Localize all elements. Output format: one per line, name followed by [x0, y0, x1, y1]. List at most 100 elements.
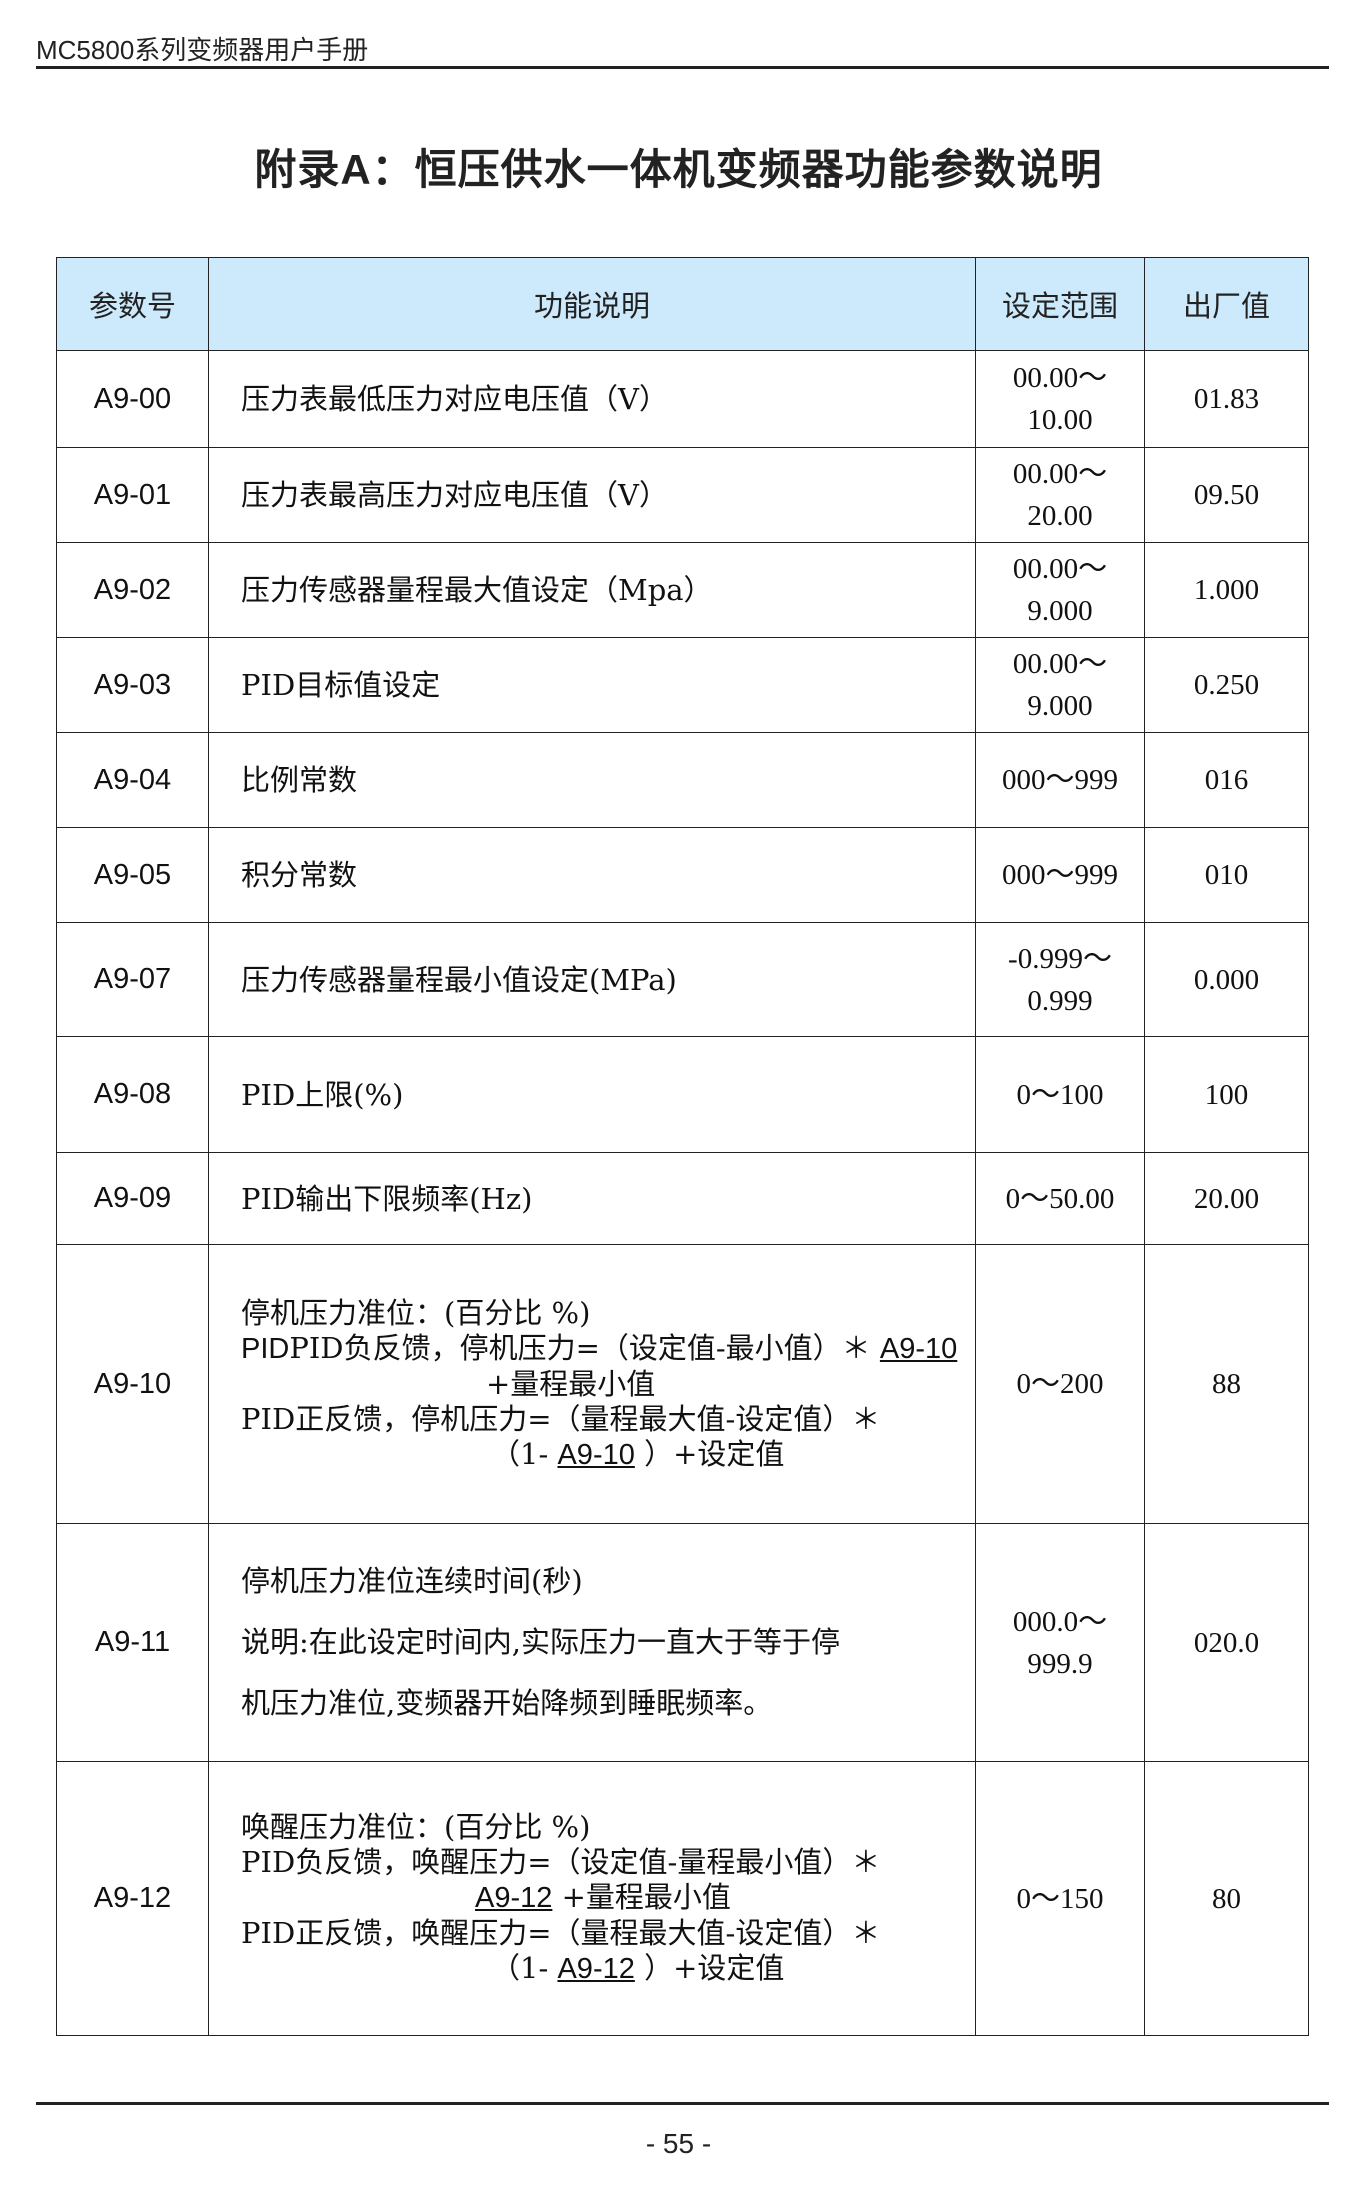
desc-line: 机压力准位,变频器开始降频到睡眠频率。 [241, 1686, 773, 1720]
param-reference: A9-12 [557, 1953, 635, 1985]
range-line: 999.9 [1027, 1647, 1093, 1680]
param-code: A9-02 [56, 542, 209, 638]
param-code: A9-04 [56, 732, 209, 828]
desc-line: PID输出下限频率(Hz) [241, 1181, 533, 1216]
param-reference: A9-12 [475, 1882, 553, 1914]
header-rule [36, 66, 1329, 69]
table-row: A9-04 比例常数 000～999 016 [56, 732, 1309, 828]
param-range: 00.00～ 20.00 [975, 447, 1145, 543]
param-range: 0～150 [975, 1761, 1145, 2036]
param-default: 80 [1144, 1761, 1309, 2036]
param-default: 010 [1144, 827, 1309, 923]
param-description: 压力表最高压力对应电压值（V） [208, 447, 976, 543]
range-line: 000～999 [1001, 764, 1118, 796]
table-row: A9-12 唤醒压力准位：(百分比 %) PID负反馈，唤醒压力=（设定值-量程… [56, 1761, 1309, 2036]
desc-line: 压力表最高压力对应电压值（V） [241, 478, 668, 512]
desc-line: 停机压力准位连续时间(秒) [241, 1564, 583, 1598]
desc-line: PID正反馈，唤醒压力=（量程最大值-设定值）＊ [241, 1916, 881, 1950]
param-code: A9-08 [56, 1036, 209, 1153]
range-line: 10.00 [1027, 404, 1093, 436]
range-line: 20.00 [1027, 500, 1093, 532]
desc-line: 压力表最低压力对应电压值（V） [241, 382, 668, 416]
range-line: 0～50.00 [1005, 1182, 1115, 1215]
param-code: A9-12 [56, 1761, 209, 2036]
range-line: 0～200 [1016, 1368, 1104, 1400]
param-description: 压力传感器量程最大值设定（Mpa） [208, 542, 976, 638]
param-code: A9-00 [56, 350, 209, 448]
param-description: 停机压力准位：(百分比 %) PIDPID负反馈，停机压力=（设定值-最小值）＊… [208, 1244, 976, 1524]
header-range: 设定范围 [975, 257, 1145, 351]
param-default: 0.000 [1144, 922, 1309, 1037]
param-default: 0.250 [1144, 637, 1309, 733]
desc-line: +量程最小值 [486, 1366, 656, 1401]
param-code: A9-05 [56, 827, 209, 923]
table-row: A9-10 停机压力准位：(百分比 %) PIDPID负反馈，停机压力=（设定值… [56, 1244, 1309, 1524]
desc-line: 说明:在此设定时间内,实际压力一直大于等于停 [241, 1625, 840, 1659]
param-description: 唤醒压力准位：(百分比 %) PID负反馈，唤醒压力=（设定值-量程最小值）＊ … [208, 1761, 976, 2036]
param-description: 压力表最低压力对应电压值（V） [208, 350, 976, 448]
range-line: 00.00～ [1012, 362, 1108, 394]
table-row: A9-02 压力传感器量程最大值设定（Mpa） 00.00～ 9.000 1.00… [56, 542, 1309, 638]
header-default: 出厂值 [1144, 257, 1309, 351]
page-title: 附录A：恒压供水一体机变频器功能参数说明 [254, 146, 1103, 193]
param-description: PID输出下限频率(Hz) [208, 1152, 976, 1245]
param-code: A9-01 [56, 447, 209, 543]
param-range: 00.00～ 10.00 [975, 350, 1145, 448]
table-row: A9-09 PID输出下限频率(Hz) 0～50.00 20.00 [56, 1152, 1309, 1245]
param-range: 00.00～ 9.000 [975, 542, 1145, 638]
param-default: 01.83 [1144, 350, 1309, 448]
desc-line: PID目标值设定 [241, 668, 441, 702]
range-line: -0.999～ [1008, 942, 1112, 975]
param-range: 000～999 [975, 732, 1145, 828]
param-range: -0.999～ 0.999 [975, 922, 1145, 1037]
range-line: 00.00～ [1012, 553, 1108, 585]
desc-line: ）+设定值 [634, 1951, 785, 1985]
header-param-no: 参数号 [56, 257, 209, 351]
range-line: 000～999 [1001, 859, 1118, 891]
range-line: 0～150 [1016, 1882, 1104, 1915]
param-default: 20.00 [1144, 1152, 1309, 1245]
desc-line: （1- [491, 1951, 558, 1985]
param-code: A9-07 [56, 922, 209, 1037]
param-description: PID目标值设定 [208, 637, 976, 733]
desc-line: 比例常数 [241, 763, 358, 797]
param-default: 100 [1144, 1036, 1309, 1153]
param-code: A9-10 [56, 1244, 209, 1524]
desc-line: PID正反馈，停机压力=（量程最大值-设定值）＊ [241, 1401, 881, 1436]
parameter-table: 参数号 功能说明 设定范围 出厂值 A9-00 压力表最低压力对应电压值（V） … [56, 257, 1309, 2036]
table-row: A9-11 停机压力准位连续时间(秒) 说明:在此设定时间内,实际压力一直大于等于… [56, 1523, 1309, 1762]
table-row: A9-00 压力表最低压力对应电压值（V） 00.00～ 10.00 01.83 [56, 350, 1309, 448]
param-description: 比例常数 [208, 732, 976, 828]
running-header: MC5800系列变频器用户手册 [36, 35, 369, 65]
range-line: 00.00～ [1012, 458, 1108, 490]
param-default: 88 [1144, 1244, 1309, 1524]
param-reference: A9-10 [557, 1438, 635, 1471]
param-range: 0～50.00 [975, 1152, 1145, 1245]
param-code: A9-11 [56, 1523, 209, 1762]
header-function: 功能说明 [208, 257, 976, 351]
table-row: A9-08 PID上限(%) 0～100 100 [56, 1036, 1309, 1153]
table-row: A9-05 积分常数 000～999 010 [56, 827, 1309, 923]
param-range: 0～100 [975, 1036, 1145, 1153]
table-header-row: 参数号 功能说明 设定范围 出厂值 [56, 257, 1309, 351]
param-default: 016 [1144, 732, 1309, 828]
desc-line: 唤醒压力准位：(百分比 %) [241, 1810, 591, 1844]
desc-line: PID上限(%) [241, 1077, 404, 1112]
param-range: 000.0～ 999.9 [975, 1523, 1145, 1762]
param-description: 压力传感器量程最小值设定(MPa) [208, 922, 976, 1037]
desc-line: PID负反馈，唤醒压力=（设定值-量程最小值）＊ [241, 1845, 881, 1879]
footer-rule [36, 2102, 1329, 2105]
param-description: PID上限(%) [208, 1036, 976, 1153]
param-code: A9-03 [56, 637, 209, 733]
table-row: A9-07 压力传感器量程最小值设定(MPa) -0.999～ 0.999 0.0… [56, 922, 1309, 1037]
param-default: 09.50 [1144, 447, 1309, 543]
param-code: A9-09 [56, 1152, 209, 1245]
desc-line: 压力传感器量程最小值设定(MPa) [241, 962, 677, 997]
desc-line: ）+设定值 [634, 1436, 785, 1471]
desc-line: （1- [491, 1436, 558, 1471]
range-line: 000.0～ [1012, 1605, 1108, 1638]
range-line: 9.000 [1027, 690, 1093, 722]
desc-line: +量程最小值 [552, 1880, 731, 1914]
range-line: 9.000 [1027, 595, 1093, 627]
param-range: 000～999 [975, 827, 1145, 923]
